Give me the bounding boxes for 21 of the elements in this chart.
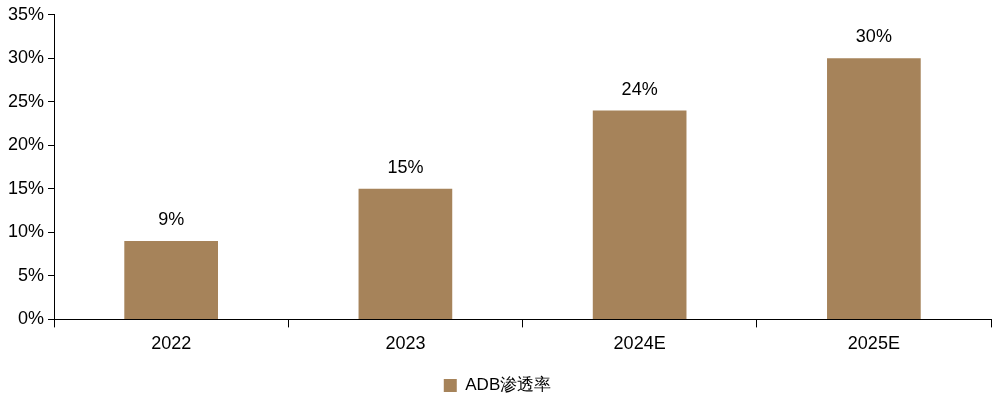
data-label: 30% bbox=[855, 26, 892, 47]
x-tick-label: 2022 bbox=[151, 333, 192, 354]
y-tick-label: 10% bbox=[8, 221, 45, 242]
data-label: 9% bbox=[158, 209, 185, 230]
data-label: 15% bbox=[387, 156, 424, 177]
x-tick-label: 2023 bbox=[385, 333, 426, 354]
bar bbox=[358, 188, 453, 319]
x-tick-label: 2025E bbox=[847, 333, 900, 354]
y-tick-label: 0% bbox=[18, 308, 45, 329]
data-label: 24% bbox=[621, 78, 658, 99]
bar bbox=[592, 110, 687, 319]
y-tick-label: 35% bbox=[8, 3, 45, 24]
y-tick-label: 20% bbox=[8, 134, 45, 155]
y-tick-label: 15% bbox=[8, 177, 45, 198]
legend-label: ADB渗透率 bbox=[465, 375, 552, 395]
y-tick-label: 5% bbox=[18, 264, 45, 285]
bar bbox=[827, 58, 921, 319]
y-tick-label: 30% bbox=[8, 47, 45, 68]
x-tick-label: 2024E bbox=[613, 333, 666, 354]
bar bbox=[124, 241, 218, 319]
y-tick-label: 25% bbox=[8, 90, 45, 111]
